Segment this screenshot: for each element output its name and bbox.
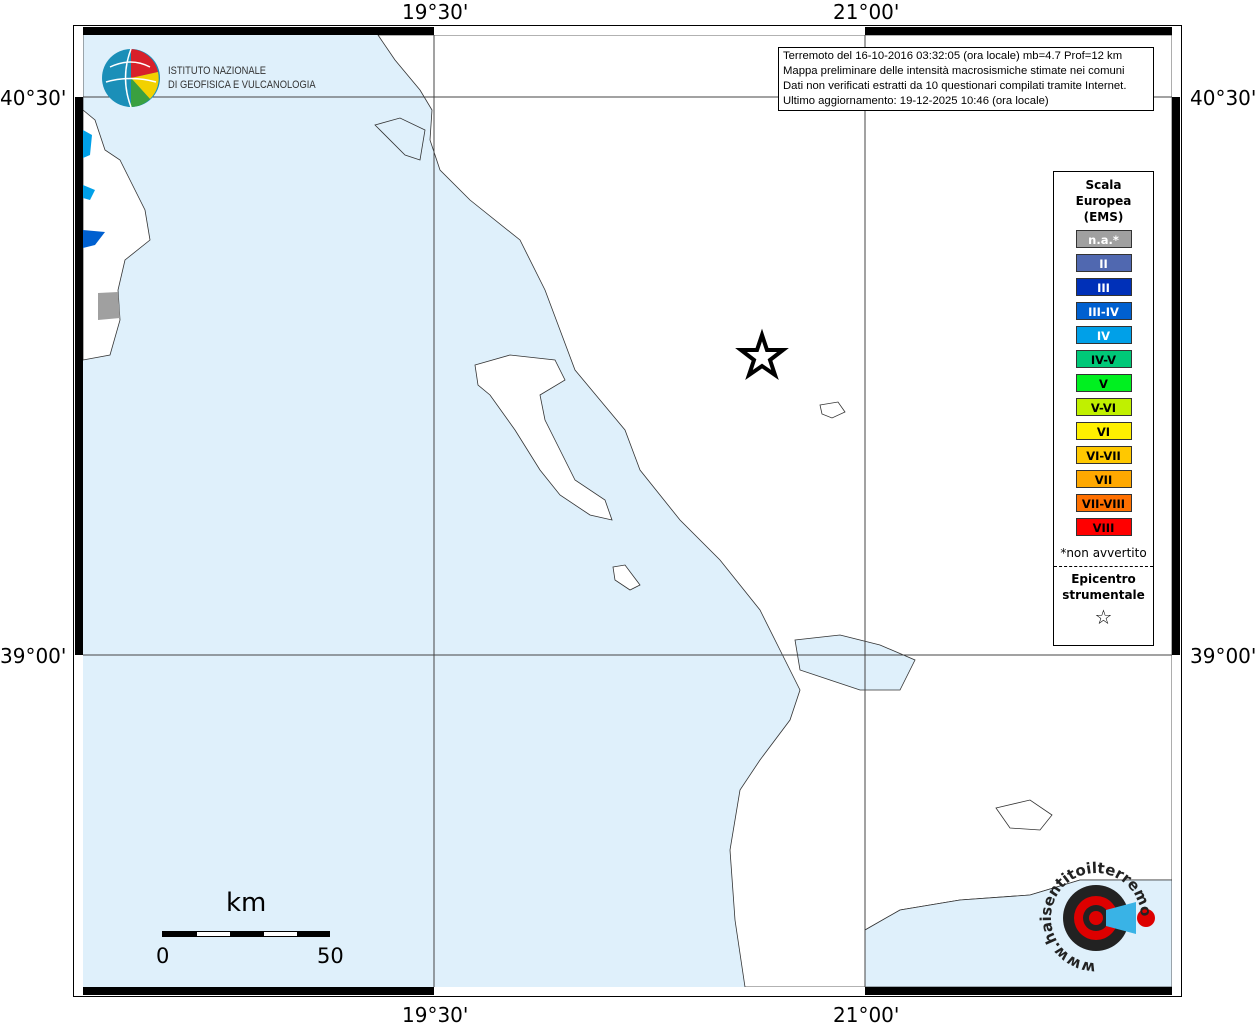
frame-left-black: [75, 97, 83, 655]
epicenter-label: strumentale: [1062, 588, 1145, 602]
ingv-globe-icon: [102, 48, 160, 108]
lon-tick-bottom: 21°00': [833, 1003, 900, 1027]
logo-line2: DI GEOFISICA E VULCANOLOGIA: [168, 79, 316, 91]
lat-tick-left: 40°30': [0, 86, 67, 110]
land-italy: [83, 35, 151, 361]
epicenter-label: Epicentro: [1071, 572, 1136, 586]
legend-title: Scala: [1085, 178, 1122, 192]
legend-swatch: VII-VIII: [1075, 494, 1132, 512]
scale-max: 50: [317, 944, 344, 968]
legend-swatch: V: [1075, 374, 1132, 392]
lon-tick-top: 21°00': [833, 0, 900, 24]
region-blue: [83, 130, 92, 158]
legend-swatch: n.a.*: [1075, 230, 1132, 248]
frame-bottom-black: [865, 987, 1172, 995]
scale-bar: [162, 931, 330, 937]
legend-swatches: n.a.* II III III-IV IV IV-V V V-VI VI VI-VII VII VI…: [1054, 230, 1153, 536]
region-blue: [83, 185, 95, 200]
ingv-logo: ISTITUTO NAZIONALE DI GEOFISICA E VULCAN…: [100, 47, 316, 113]
legend-swatch: VI: [1075, 422, 1132, 440]
legend-swatch: VI-VII: [1075, 446, 1132, 464]
map-frame: [73, 25, 1182, 997]
scale-min: 0: [156, 944, 170, 968]
frame-bottom-black: [83, 987, 434, 995]
island-paxos: [612, 564, 641, 591]
legend-note: *non avvertito: [1060, 546, 1147, 560]
legend-swatch: III: [1075, 278, 1132, 296]
info-line: Dati non verificati estratti da 10 quest…: [783, 80, 1127, 92]
legend-divider: [1054, 566, 1153, 567]
haisentito-logo: www.haisentitoilterremoto.it: [1025, 838, 1170, 980]
region-gray: [98, 292, 120, 320]
legend-swatch: IV-V: [1075, 350, 1132, 368]
sea-karavasta: [374, 117, 426, 161]
legend-swatch: VIII: [1075, 518, 1132, 536]
legend-swatch: V-VI: [1075, 398, 1132, 416]
map-area[interactable]: [83, 35, 1172, 987]
lat-tick-right: 40°30': [1190, 86, 1255, 110]
ems-legend: Scala Europea (EMS) n.a.* II III III-IV IV IV…: [1053, 171, 1154, 646]
info-line: Terremoto del 16-10-2016 03:32:05 (ora l…: [783, 50, 1123, 62]
sea-gulf: [794, 634, 916, 691]
scale-unit: km: [226, 888, 267, 918]
frame-top-black: [83, 27, 434, 35]
lon-tick-top: 19°30': [402, 0, 469, 24]
legend-title: Europea: [1075, 194, 1132, 208]
lat-tick-right: 39°00': [1190, 644, 1255, 668]
legend-swatch: VII: [1075, 470, 1132, 488]
info-line: Ultimo aggiornamento: 19-12-2025 10:46 (…: [783, 95, 1049, 107]
legend-swatch: IV: [1075, 326, 1132, 344]
epicenter-star-icon: ☆: [1094, 605, 1113, 629]
frame-right-black: [1172, 97, 1180, 655]
island: [819, 401, 846, 419]
legend-swatch: II: [1075, 254, 1132, 272]
lat-tick-left: 39°00': [0, 644, 67, 668]
legend-swatch: III-IV: [1075, 302, 1132, 320]
frame-top-black: [865, 27, 1172, 35]
info-line: Mappa preliminare delle intensità macros…: [783, 65, 1125, 77]
region-darkblue: [83, 230, 105, 248]
island: [995, 799, 1053, 831]
epicenter-star-icon[interactable]: [735, 328, 789, 381]
island-corfu: [474, 354, 613, 521]
legend-title: (EMS): [1083, 210, 1124, 224]
logo-line1: ISTITUTO NAZIONALE: [168, 65, 267, 77]
info-box: Terremoto del 16-10-2016 03:32:05 (ora l…: [778, 47, 1154, 111]
lon-tick-bottom: 19°30': [402, 1003, 469, 1027]
